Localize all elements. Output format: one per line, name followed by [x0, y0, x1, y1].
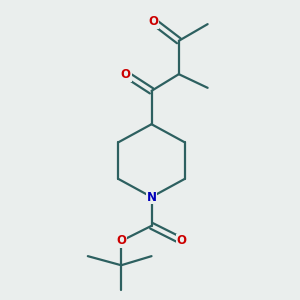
Text: O: O [116, 235, 126, 248]
Text: O: O [148, 15, 158, 28]
Text: O: O [177, 235, 187, 248]
Text: O: O [121, 68, 131, 81]
Text: N: N [146, 190, 157, 203]
